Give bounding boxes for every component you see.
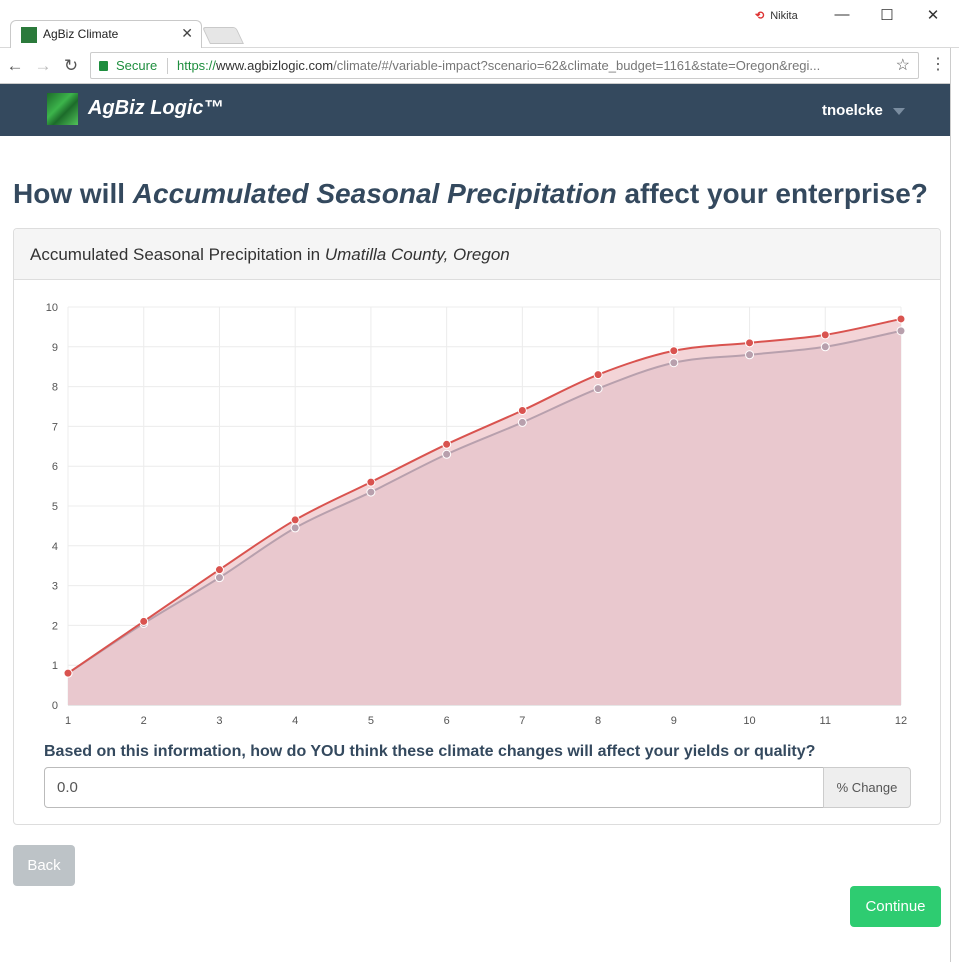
series-2-point [290, 523, 300, 533]
chart-panel: Accumulated Seasonal Precipitation in Um… [13, 228, 941, 825]
series-1-point [593, 370, 603, 380]
series-1-point [745, 338, 755, 348]
browser-titlebar: AgBiz Climate ✕ ⟲ Nikita — ☐ ✕ [0, 0, 959, 48]
x-tick-label: 12 [895, 715, 907, 727]
x-tick-label: 7 [519, 715, 525, 727]
tab-title: AgBiz Climate [43, 27, 119, 41]
tab-close-icon[interactable]: ✕ [181, 25, 193, 41]
x-tick-label: 10 [743, 715, 755, 727]
omnibox-separator [167, 58, 168, 74]
x-tick-label: 5 [368, 715, 374, 727]
x-tick-label: 2 [141, 715, 147, 727]
y-tick-label: 10 [46, 302, 58, 314]
x-tick-label: 6 [444, 715, 450, 727]
series-1-point [366, 477, 376, 487]
series-2-point [745, 350, 755, 360]
profile-badge[interactable]: ⟲ Nikita [755, 9, 798, 22]
reload-icon[interactable]: ↻ [63, 56, 79, 75]
series-2-point [669, 358, 679, 368]
y-tick-label: 0 [52, 700, 58, 712]
series-2-point [820, 342, 830, 352]
x-tick-label: 11 [820, 715, 831, 727]
change-input-group: % Change [44, 767, 911, 808]
series-1-point [517, 405, 527, 415]
maximize-icon[interactable]: ☐ [880, 7, 894, 24]
window-edge [950, 48, 959, 962]
series-2-point [517, 417, 527, 427]
minimize-icon[interactable]: — [834, 6, 850, 23]
x-tick-label: 8 [595, 715, 601, 727]
browser-toolbar: ← → ↻ Secure https://www.agbizlogic.com/… [0, 48, 959, 84]
browser-menu-icon[interactable]: ⋮ [930, 56, 946, 73]
y-tick-label: 5 [52, 501, 58, 513]
series-1-point [896, 314, 906, 324]
profile-name: Nikita [770, 10, 798, 22]
lock-icon [99, 61, 108, 71]
x-tick-label: 3 [216, 715, 222, 727]
profile-icon: ⟲ [755, 10, 765, 22]
agbiz-favicon-icon [21, 27, 37, 43]
close-window-icon[interactable]: ✕ [926, 7, 940, 24]
y-tick-label: 7 [52, 421, 58, 433]
new-tab-button[interactable] [202, 27, 244, 44]
y-tick-label: 6 [52, 461, 58, 473]
percent-change-addon: % Change [823, 767, 911, 808]
x-tick-label: 9 [671, 715, 677, 727]
y-tick-label: 8 [52, 382, 58, 394]
page-title: How will Accumulated Seasonal Precipitat… [13, 178, 928, 209]
address-bar[interactable]: Secure https://www.agbizlogic.com/climat… [90, 52, 919, 79]
y-tick-label: 3 [52, 581, 58, 593]
panel-title: Accumulated Seasonal Precipitation in Um… [30, 245, 510, 264]
y-tick-label: 4 [52, 541, 58, 553]
continue-button[interactable]: Continue [850, 886, 941, 927]
series-2-point [366, 487, 376, 497]
url-text[interactable]: https://www.agbizlogic.com/climate/#/var… [177, 58, 821, 73]
series-1-point [214, 565, 224, 575]
y-tick-label: 1 [52, 660, 58, 672]
series-2-point [214, 573, 224, 583]
panel-header: Accumulated Seasonal Precipitation in Um… [14, 229, 940, 280]
forward-arrow-icon[interactable]: → [34, 56, 52, 75]
series-1-point [442, 439, 452, 449]
secure-indicator[interactable]: Secure [99, 58, 157, 73]
y-tick-label: 9 [52, 342, 58, 354]
series-1-point [290, 515, 300, 525]
series-2-point [442, 449, 452, 459]
app-navbar: AgBiz Logic™ tnoelcke [0, 84, 950, 136]
series-2-point [896, 326, 906, 336]
series-1-point [820, 330, 830, 340]
series-1-point [669, 346, 679, 356]
series-2-point [593, 384, 603, 394]
series-area-2 [68, 330, 901, 705]
series-1-point [139, 616, 149, 626]
x-tick-label: 4 [292, 715, 298, 727]
brand-name[interactable]: AgBiz Logic™ [88, 97, 224, 119]
y-tick-label: 2 [52, 620, 58, 632]
percent-change-input[interactable] [44, 767, 824, 808]
user-menu[interactable]: tnoelcke [822, 102, 883, 119]
bookmark-star-icon[interactable]: ☆ [895, 57, 910, 74]
agbiz-logo-icon[interactable] [47, 93, 78, 125]
x-tick-label: 1 [65, 715, 71, 727]
back-arrow-icon[interactable]: ← [6, 56, 24, 75]
impact-question: Based on this information, how do YOU th… [44, 743, 816, 760]
chevron-down-icon[interactable] [893, 108, 905, 115]
series-1-point [63, 668, 73, 678]
back-button[interactable]: Back [13, 845, 75, 886]
browser-tab[interactable]: AgBiz Climate ✕ [10, 20, 202, 48]
